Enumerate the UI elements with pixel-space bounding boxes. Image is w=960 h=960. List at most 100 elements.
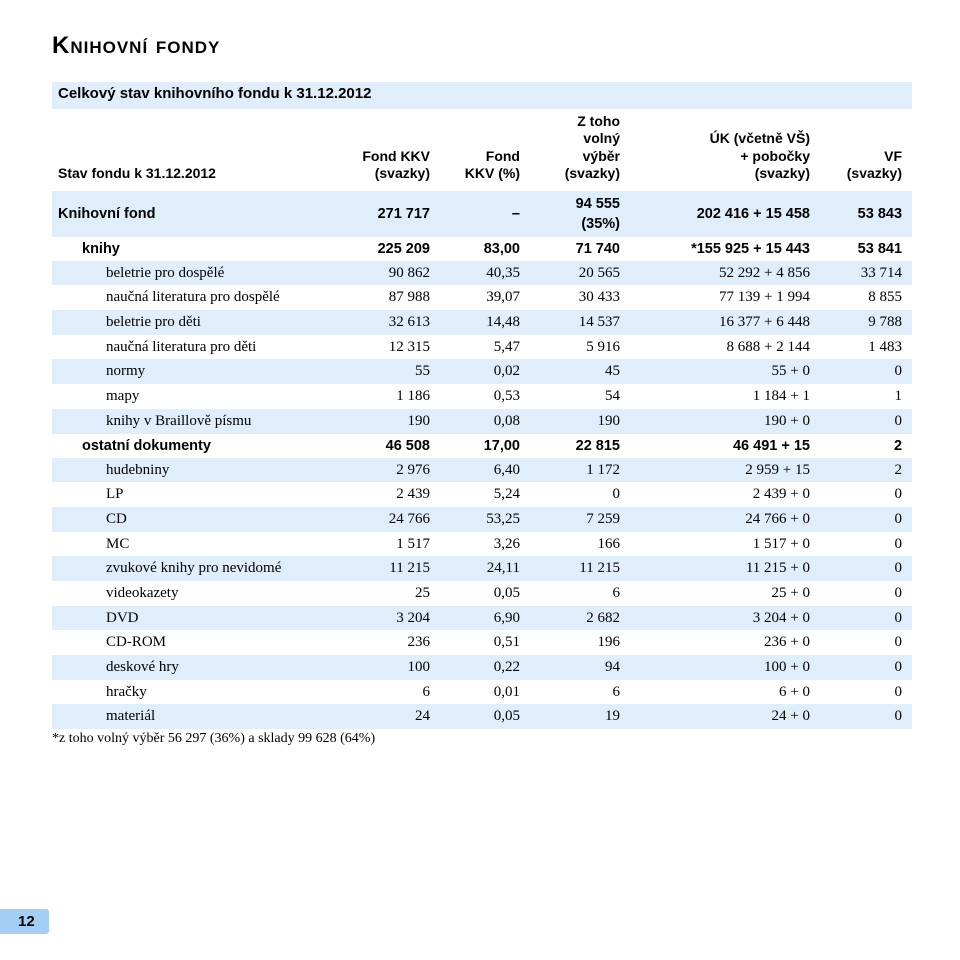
cell-kkv: 90 862 xyxy=(342,261,440,286)
cell-vyber: 6 xyxy=(530,680,630,705)
cell-pct: – xyxy=(440,191,530,237)
cell-vf: 1 xyxy=(820,384,912,409)
table-row: beletrie pro dospělé90 86240,3520 56552 … xyxy=(52,261,912,286)
row-label: videokazety xyxy=(52,581,342,606)
cell-uk: 190 + 0 xyxy=(630,409,820,434)
cell-vyber: 7 259 xyxy=(530,507,630,532)
cell-pct: 17,00 xyxy=(440,434,530,458)
cell-uk: 100 + 0 xyxy=(630,655,820,680)
cell-pct: 39,07 xyxy=(440,285,530,310)
cell-uk: 24 + 0 xyxy=(630,704,820,729)
cell-kkv: 271 717 xyxy=(342,191,440,237)
cell-vf: 9 788 xyxy=(820,310,912,335)
cell-vyber: 2 682 xyxy=(530,606,630,631)
cell-vf: 0 xyxy=(820,655,912,680)
row-label: materiál xyxy=(52,704,342,729)
row-label: knihy xyxy=(52,237,342,261)
cell-vyber: 1 172 xyxy=(530,458,630,483)
table-subtitle: Celkový stav knihovního fondu k 31.12.20… xyxy=(52,82,912,109)
cell-pct: 6,40 xyxy=(440,458,530,483)
row-label: mapy xyxy=(52,384,342,409)
cell-vf: 53 843 xyxy=(820,191,912,237)
cell-pct: 53,25 xyxy=(440,507,530,532)
cell-uk: 202 416 + 15 458 xyxy=(630,191,820,237)
cell-kkv: 190 xyxy=(342,409,440,434)
table-row: CD-ROM2360,51196236 + 00 xyxy=(52,630,912,655)
cell-vyber: 5 916 xyxy=(530,335,630,360)
cell-uk: 3 204 + 0 xyxy=(630,606,820,631)
cell-uk: 77 139 + 1 994 xyxy=(630,285,820,310)
cell-pct: 0,22 xyxy=(440,655,530,680)
cell-pct: 24,11 xyxy=(440,556,530,581)
cell-vf: 8 855 xyxy=(820,285,912,310)
row-label: beletrie pro děti xyxy=(52,310,342,335)
cell-vf: 1 483 xyxy=(820,335,912,360)
row-label: LP xyxy=(52,482,342,507)
cell-vf: 33 714 xyxy=(820,261,912,286)
cell-uk: 1 184 + 1 xyxy=(630,384,820,409)
cell-vyber: 196 xyxy=(530,630,630,655)
col-header-vyber: Z tohovolnývýběr(svazky) xyxy=(530,109,630,191)
cell-vf: 0 xyxy=(820,704,912,729)
cell-vf: 2 xyxy=(820,434,912,458)
table-subtitle-row: Celkový stav knihovního fondu k 31.12.20… xyxy=(52,82,912,109)
table-row: beletrie pro děti32 61314,4814 53716 377… xyxy=(52,310,912,335)
cell-kkv: 225 209 xyxy=(342,237,440,261)
cell-uk: 25 + 0 xyxy=(630,581,820,606)
cell-vyber: 19 xyxy=(530,704,630,729)
table-row: videokazety250,05625 + 00 xyxy=(52,581,912,606)
cell-vf: 0 xyxy=(820,507,912,532)
table-header-row: Stav fondu k 31.12.2012 Fond KKV(svazky)… xyxy=(52,109,912,191)
cell-pct: 0,53 xyxy=(440,384,530,409)
cell-uk: 236 + 0 xyxy=(630,630,820,655)
cell-kkv: 46 508 xyxy=(342,434,440,458)
table-row: materiál240,051924 + 00 xyxy=(52,704,912,729)
cell-kkv: 1 186 xyxy=(342,384,440,409)
row-label: CD-ROM xyxy=(52,630,342,655)
page: Knihovní fondy Celkový stav knihovního f… xyxy=(0,0,960,960)
table-row: zvukové knihy pro nevidomé11 21524,1111 … xyxy=(52,556,912,581)
cell-pct: 40,35 xyxy=(440,261,530,286)
cell-vyber: 22 815 xyxy=(530,434,630,458)
table-row: naučná literatura pro dospělé87 98839,07… xyxy=(52,285,912,310)
cell-kkv: 24 xyxy=(342,704,440,729)
cell-vyber: 30 433 xyxy=(530,285,630,310)
cell-uk: 16 377 + 6 448 xyxy=(630,310,820,335)
row-label: knihy v Braillově písmu xyxy=(52,409,342,434)
cell-vyber: 94 555(35%) xyxy=(530,191,630,237)
cell-vyber: 45 xyxy=(530,359,630,384)
cell-uk: 52 292 + 4 856 xyxy=(630,261,820,286)
section-title: Knihovní fondy xyxy=(52,32,912,60)
col-header-pct: FondKKV (%) xyxy=(440,109,530,191)
cell-kkv: 1 517 xyxy=(342,532,440,557)
cell-vf: 0 xyxy=(820,606,912,631)
cell-uk: 8 688 + 2 144 xyxy=(630,335,820,360)
cell-pct: 14,48 xyxy=(440,310,530,335)
cell-uk: 1 517 + 0 xyxy=(630,532,820,557)
table-row: hudebniny2 9766,401 1722 959 + 152 xyxy=(52,458,912,483)
library-fund-table: Celkový stav knihovního fondu k 31.12.20… xyxy=(52,82,912,729)
row-label: hudebniny xyxy=(52,458,342,483)
table-row: knihy v Braillově písmu1900,08190190 + 0… xyxy=(52,409,912,434)
row-label: ostatní dokumenty xyxy=(52,434,342,458)
table-row: MC1 5173,261661 517 + 00 xyxy=(52,532,912,557)
row-label: beletrie pro dospělé xyxy=(52,261,342,286)
cell-vyber: 94 xyxy=(530,655,630,680)
row-label: normy xyxy=(52,359,342,384)
cell-vyber: 14 537 xyxy=(530,310,630,335)
row-label: Knihovní fond xyxy=(52,191,342,237)
col-header-state: Stav fondu k 31.12.2012 xyxy=(52,109,342,191)
cell-kkv: 87 988 xyxy=(342,285,440,310)
cell-kkv: 6 xyxy=(342,680,440,705)
cell-pct: 0,02 xyxy=(440,359,530,384)
row-label: hračky xyxy=(52,680,342,705)
cell-pct: 0,05 xyxy=(440,581,530,606)
cell-pct: 0,01 xyxy=(440,680,530,705)
cell-uk: 2 439 + 0 xyxy=(630,482,820,507)
cell-uk: 24 766 + 0 xyxy=(630,507,820,532)
row-label: MC xyxy=(52,532,342,557)
row-label: deskové hry xyxy=(52,655,342,680)
row-label: CD xyxy=(52,507,342,532)
table-row: LP2 4395,2402 439 + 00 xyxy=(52,482,912,507)
cell-pct: 6,90 xyxy=(440,606,530,631)
